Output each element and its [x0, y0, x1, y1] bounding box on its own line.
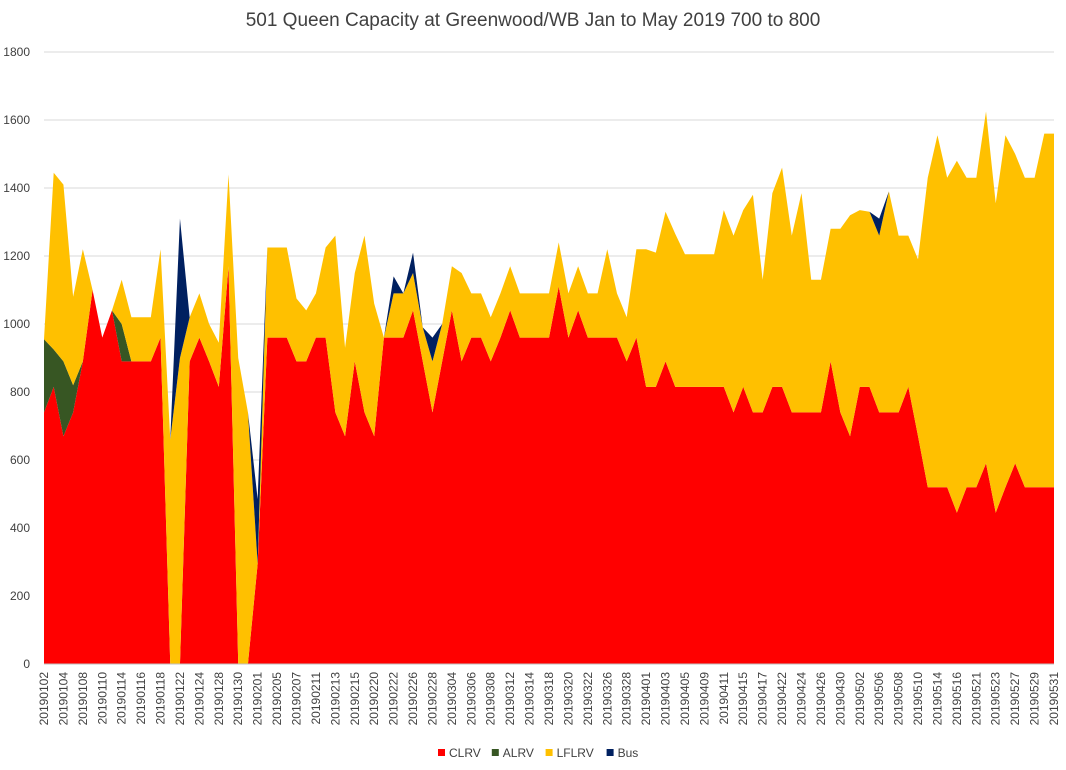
legend: CLRV ALRV LFLRV Bus — [438, 746, 638, 760]
y-axis-ticks: 0 200 400 600 800 1000 1200 1400 1600 1800 — [3, 45, 30, 671]
y-tick-label: 1800 — [3, 45, 30, 59]
x-tick-label: 20190409 — [697, 672, 711, 726]
x-tick-label: 20190401 — [639, 672, 653, 726]
x-tick-label: 20190122 — [173, 672, 187, 726]
x-tick-label: 20190531 — [1047, 672, 1061, 726]
x-tick-label: 20190422 — [775, 672, 789, 726]
x-tick-label: 20190405 — [678, 672, 692, 726]
x-tick-label: 20190304 — [445, 672, 459, 726]
x-tick-label: 20190128 — [212, 672, 226, 726]
x-tick-label: 20190403 — [659, 672, 673, 726]
legend-label-lflrv: LFLRV — [557, 746, 594, 760]
y-tick-label: 800 — [10, 385, 30, 399]
x-tick-label: 20190110 — [95, 672, 109, 725]
y-tick-label: 1600 — [3, 113, 30, 127]
y-tick-label: 0 — [23, 657, 30, 671]
y-tick-label: 1200 — [3, 249, 30, 263]
area-lflrv — [44, 111, 1054, 664]
y-tick-label: 1400 — [3, 181, 30, 195]
x-tick-label: 20190130 — [231, 672, 245, 726]
x-tick-label: 20190108 — [76, 672, 90, 726]
x-tick-label: 20190222 — [387, 672, 401, 726]
legend-swatch-bus — [606, 749, 614, 756]
x-tick-label: 20190228 — [425, 672, 439, 726]
x-tick-label: 20190312 — [503, 672, 517, 726]
x-tick-label: 20190529 — [1028, 672, 1042, 726]
x-tick-label: 20190326 — [600, 672, 614, 726]
legend-swatch-lflrv — [545, 749, 553, 756]
x-tick-label: 20190521 — [969, 672, 983, 726]
x-tick-label: 20190114 — [115, 672, 129, 725]
legend-swatch-alrv — [491, 749, 499, 756]
x-tick-label: 20190211 — [309, 672, 323, 725]
x-tick-label: 20190201 — [251, 672, 265, 726]
x-tick-label: 20190104 — [56, 672, 70, 726]
x-tick-label: 20190118 — [154, 672, 168, 725]
x-tick-label: 20190320 — [561, 672, 575, 726]
x-tick-label: 20190322 — [581, 672, 595, 726]
x-tick-label: 20190226 — [406, 672, 420, 726]
x-tick-label: 20190527 — [1008, 672, 1022, 726]
x-tick-label: 20190306 — [464, 672, 478, 726]
y-tick-label: 600 — [10, 453, 30, 467]
y-tick-label: 200 — [10, 589, 30, 603]
x-tick-label: 20190314 — [523, 672, 537, 726]
x-tick-label: 20190207 — [290, 672, 304, 726]
series-areas — [44, 111, 1054, 665]
x-tick-label: 20190510 — [911, 672, 925, 726]
x-tick-label: 20190430 — [833, 672, 847, 726]
x-tick-label: 20190124 — [192, 672, 206, 726]
x-tick-label: 20190215 — [348, 672, 362, 726]
x-tick-label: 20190523 — [989, 672, 1003, 726]
x-tick-label: 20190220 — [367, 672, 381, 726]
x-tick-label: 20190308 — [484, 672, 498, 726]
x-tick-label: 20190411 — [717, 672, 731, 725]
x-tick-label: 20190205 — [270, 672, 284, 726]
y-tick-label: 400 — [10, 521, 30, 535]
x-tick-label: 20190424 — [795, 672, 809, 726]
x-tick-label: 20190426 — [814, 672, 828, 726]
x-tick-label: 20190506 — [872, 672, 886, 726]
chart-title: 501 Queen Capacity at Greenwood/WB Jan t… — [246, 10, 821, 31]
x-tick-label: 20190318 — [542, 672, 556, 726]
legend-swatch-clrv — [438, 749, 445, 756]
legend-label-bus: Bus — [618, 746, 639, 760]
x-tick-label: 20190502 — [853, 672, 867, 726]
area-clrv — [44, 266, 1054, 664]
x-tick-label: 20190102 — [37, 672, 51, 726]
legend-label-alrv: ALRV — [503, 746, 534, 760]
x-tick-label: 20190417 — [756, 672, 770, 726]
y-tick-label: 1000 — [3, 317, 30, 331]
x-tick-label: 20190328 — [620, 672, 634, 726]
x-tick-label: 20190415 — [736, 672, 750, 726]
x-axis-ticks: 20190102 20190104 20190108 20190110 20190114… — [37, 672, 1061, 726]
x-tick-label: 20190514 — [930, 672, 944, 726]
legend-label-clrv: CLRV — [449, 746, 481, 760]
x-tick-label: 20190116 — [134, 672, 148, 725]
x-tick-label: 20190213 — [328, 672, 342, 726]
x-tick-label: 20190516 — [950, 672, 964, 726]
x-tick-label: 20190508 — [892, 672, 906, 726]
